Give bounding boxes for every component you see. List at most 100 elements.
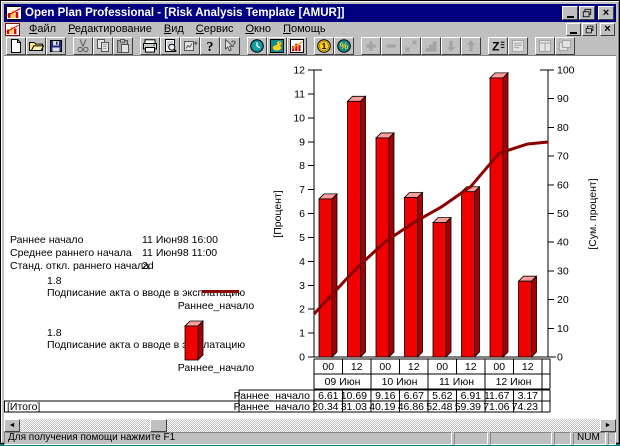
toolbar-group: ?? [140,36,240,55]
num-lock-indicator: NUM [573,432,606,445]
svg-text:Z: Z [492,39,499,53]
activity-name: Подписание акта о вводе в эксплатацию [47,339,246,351]
svg-text:40: 40 [557,237,569,249]
svg-text:6: 6 [299,208,305,220]
cumulative-line [312,140,549,316]
help-button[interactable]: ? [200,36,220,55]
plus-button [361,36,381,55]
svg-text:11 Июн: 11 Июн [439,376,474,388]
risk-histogram-button[interactable] [287,36,307,55]
activity-name: Подписание акта о вводе в эксплатацию [47,287,246,299]
risk-histogram-icon [290,38,304,53]
plus-icon [366,40,376,51]
context-help-icon: ? [225,37,236,51]
bar-symbol [184,320,204,361]
restore-button[interactable] [579,6,595,20]
minimize-button[interactable] [562,6,578,20]
svg-text:?: ? [207,40,214,54]
bar-side [331,192,338,358]
notes-icon [512,39,524,52]
svg-text:0: 0 [557,352,563,364]
toolbar-group: 1% [314,36,354,55]
scroll-left-button[interactable]: ◄ [4,419,20,432]
status-message: Для получения помощи нажмите F1 [4,432,452,445]
svg-text:70: 70 [557,151,569,163]
svg-text:10: 10 [293,112,305,124]
percent-button[interactable]: % [334,36,354,55]
toolbar: ?? 1% Z [4,36,616,56]
minus-button [381,36,401,55]
print-preview-button[interactable] [160,36,180,55]
svg-text:00: 00 [379,361,391,373]
bar [347,100,361,358]
cascade-window-icon [559,39,571,51]
bar [461,191,475,358]
svg-text:31.03: 31.03 [341,401,367,413]
cascade-window-button [555,36,575,55]
time-analysis-clock-button[interactable] [247,36,267,55]
child-close-button[interactable]: × [600,22,615,36]
svg-text:100: 100 [557,65,575,77]
stat-label: Среднее раннего начала [10,247,132,259]
sort-z-button[interactable]: Z [488,36,508,55]
new-file-button[interactable] [6,36,26,55]
status-bar: Для получения помощи нажмите F1 NUM [4,432,616,445]
svg-text:0: 0 [299,352,305,364]
svg-text:80: 80 [557,122,569,134]
svg-text:9.16: 9.16 [375,390,396,402]
value-table-grid [4,389,551,413]
close-button[interactable]: × [598,6,614,20]
update-chart-icon [184,40,198,51]
menu-item-5[interactable]: Помощь [283,22,326,35]
bar [432,222,447,358]
scroll-right-icon: ► [604,422,612,429]
menu-bar: Файл Редактирование Вид Сервис Окно Помощь × [4,22,616,36]
context-help-button: ? [220,36,240,55]
link-button [401,36,421,55]
resource-bird-button[interactable] [267,36,287,55]
child-minimize-button[interactable] [566,22,581,36]
save-icon [50,39,62,52]
menu-item-2[interactable]: Вид [163,22,184,35]
menu-item-3[interactable]: Сервис [195,22,234,35]
svg-text:3: 3 [299,280,305,292]
tile-window-button [535,36,555,55]
svg-text:12: 12 [522,361,534,373]
scrollbar-track[interactable] [20,419,600,432]
bar-side [445,216,452,358]
percent-icon: % [337,38,351,53]
stat-value: 11 Июн98 11:00 [142,247,218,259]
toolbar-group [73,36,133,55]
status-panel [454,432,488,445]
activity-id: 1.8 [47,327,62,339]
statistics-panel: Раннее начало 11 Июн98 16:00 Среднее ран… [10,234,218,273]
open-folder-button[interactable] [26,36,46,55]
menu-item-4[interactable]: Окно [245,22,272,35]
svg-text:11: 11 [294,88,305,100]
print-button[interactable] [140,36,160,55]
horizontal-scrollbar[interactable]: ◄ ► [4,419,616,432]
stat-row: Станд. откл. раннего начала 2d [10,260,218,273]
stat-label: Станд. откл. раннего начала [10,260,150,272]
scrollbar-thumb[interactable] [150,419,167,432]
menu-item-1[interactable]: Редактирование [68,22,152,35]
svg-text:7: 7 [299,184,305,196]
status-panel [608,432,616,445]
menu-item-0[interactable]: Файл [29,22,57,35]
svg-text:10.69: 10.69 [341,390,367,402]
print-icon [143,38,157,53]
svg-text:10: 10 [557,323,569,335]
bar-side [502,71,509,358]
svg-text:8: 8 [299,160,305,172]
copy-icon [97,38,109,52]
time-analysis-clock-icon [250,38,264,53]
sort-z-icon: Z [492,39,505,53]
cost-coin-button[interactable]: 1 [314,36,334,55]
scroll-right-button[interactable]: ► [600,419,616,432]
child-restore-button[interactable] [582,22,597,36]
help-icon: ? [207,40,214,54]
svg-text:1: 1 [299,328,305,340]
svg-text:30: 30 [557,265,569,277]
save-button[interactable] [46,36,66,55]
print-preview-icon [165,38,177,52]
